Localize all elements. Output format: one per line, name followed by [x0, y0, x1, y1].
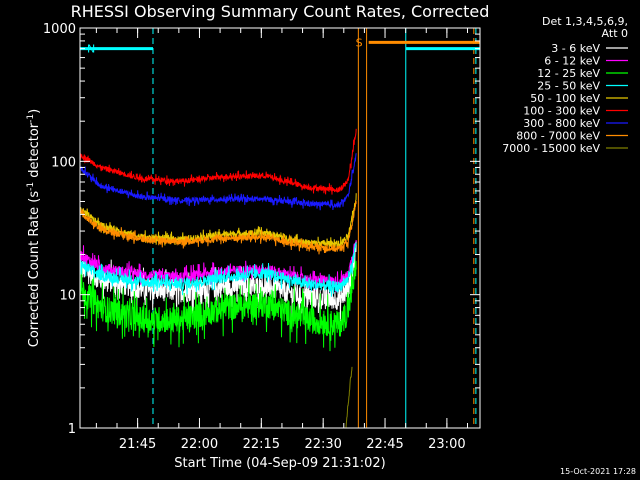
legend-entry-label-5: 100 - 300 keV [523, 105, 600, 118]
series-line-4 [79, 193, 357, 250]
x-tick-label-1: 22:00 [181, 437, 218, 452]
legend-header-0: Det 1,3,4,5,6,9, [542, 15, 628, 28]
series-line-3 [79, 242, 357, 297]
axis-ticks: 1 10 100 1000 21:45 22:00 22:15 22:30 22:45 23:00 [43, 22, 481, 452]
x-tick-label-5: 23:00 [428, 437, 465, 452]
plot-frame [79, 27, 481, 429]
x-tick-label-0: 21:45 [119, 437, 156, 452]
y-tick-label-1: 10 [59, 289, 76, 304]
series-line-8 [345, 366, 353, 429]
y-tick-label-2: 100 [51, 155, 76, 170]
legend-entry-label-0: 3 - 6 keV [551, 42, 600, 55]
y-tick-label-3: 1000 [43, 22, 76, 37]
series-line-5 [79, 128, 357, 195]
series-line-7 [79, 201, 357, 255]
chart-title: RHESSI Observing Summary Count Rates, Co… [71, 2, 490, 21]
legend-entry-label-3: 25 - 50 keV [537, 80, 600, 93]
legend-entry-label-7: 800 - 7000 keV [516, 130, 600, 143]
legend-entry-label-2: 12 - 25 keV [537, 67, 600, 80]
legend-entry-label-1: 6 - 12 keV [544, 55, 600, 68]
y-tick-label-0: 1 [68, 422, 76, 437]
legend-entry-label-6: 300 - 800 keV [523, 117, 600, 130]
annotation-label-0: N [87, 43, 95, 56]
x-tick-label-3: 22:30 [304, 437, 341, 452]
footer-timestamp: 15-Oct-2021 17:28 [560, 467, 636, 476]
series-line-2 [79, 260, 357, 352]
legend-entry-label-8: 7000 - 15000 keV [502, 142, 600, 155]
x-tick-label-4: 22:45 [366, 437, 403, 452]
y-axis-label: Corrected Count Rate (s-1 detector-1) [26, 109, 42, 347]
x-tick-label-2: 22:15 [243, 437, 280, 452]
legend-header-1: Att 0 [602, 27, 628, 40]
legend-entry-label-4: 50 - 100 keV [530, 92, 600, 105]
series-line-6 [79, 153, 357, 211]
x-axis-label: Start Time (04-Sep-09 21:31:02) [174, 456, 385, 471]
annotation-label-1: S [356, 36, 363, 49]
